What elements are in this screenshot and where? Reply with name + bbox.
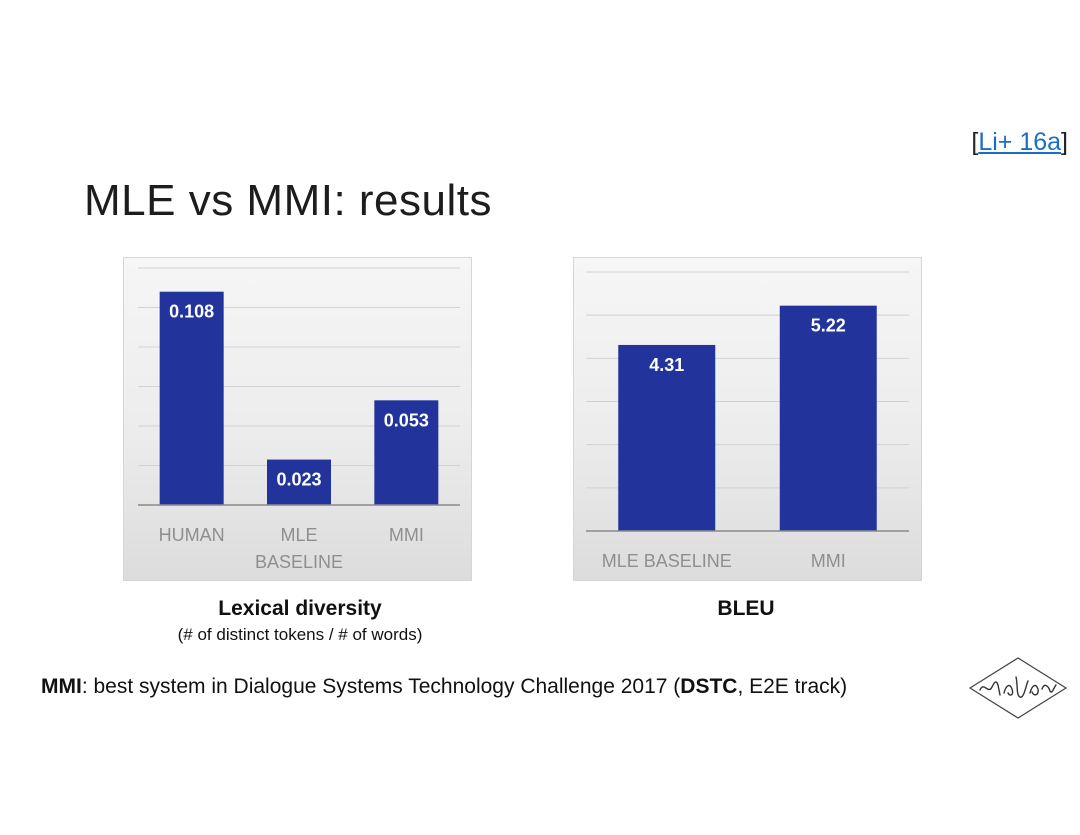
isca-logo-icon <box>966 655 1070 721</box>
bleu-chart: 4.31 MLE BASELINE 5.22 MMI <box>573 257 922 581</box>
footnote: MMI: best system in Dialogue Systems Tec… <box>41 675 847 699</box>
bleu-data-label: 4.31 <box>649 355 684 375</box>
lexical-diversity-tick-label: MMI <box>389 525 424 545</box>
citation: [Li+ 16a] <box>971 128 1068 157</box>
lexical-diversity-caption-title: Lexical diversity <box>218 597 382 620</box>
citation-close-bracket: ] <box>1061 128 1068 156</box>
slide-title: MLE vs MMI: results <box>84 176 492 225</box>
footnote-bold-dstc: DSTC <box>680 675 738 698</box>
lexical-diversity-chart: 0.108 HUMAN 0.023 MLE BASELINE 0.053 MMI <box>123 257 472 581</box>
footnote-text-1: : best system in Dialogue Systems Techno… <box>81 675 681 698</box>
bleu-data-label: 5.22 <box>811 316 846 336</box>
citation-link[interactable]: Li+ 16a <box>978 128 1062 156</box>
lexical-diversity-tick-label: BASELINE <box>255 552 343 572</box>
bleu-bar <box>618 344 716 531</box>
lexical-diversity-caption-subtitle: (# of distinct tokens / # of words) <box>177 625 423 644</box>
bleu-tick-label: MMI <box>811 551 846 571</box>
lexical-diversity-tick-label: HUMAN <box>159 525 225 545</box>
bleu-tick-label: MLE BASELINE <box>602 551 732 571</box>
lexical-diversity-tick-label: MLE <box>280 525 317 545</box>
lexical-diversity-data-label: 0.023 <box>276 470 321 490</box>
lexical-diversity-bar <box>374 400 439 505</box>
bleu-caption: BLEU <box>646 597 846 621</box>
bleu-caption-title: BLEU <box>717 597 775 620</box>
citation-open-bracket: [ <box>971 128 979 156</box>
lexical-diversity-data-label: 0.053 <box>384 410 429 430</box>
lexical-diversity-caption: Lexical diversity (# of distinct tokens … <box>100 597 500 645</box>
footnote-bold-mmi: MMI <box>41 675 82 698</box>
lexical-diversity-svg: 0.108 HUMAN 0.023 MLE BASELINE 0.053 MMI <box>138 267 460 572</box>
lexical-diversity-bar <box>267 459 331 505</box>
lexical-diversity-bar <box>159 291 224 505</box>
bleu-svg: 4.31 MLE BASELINE 5.22 MMI <box>586 271 909 571</box>
footnote-text-2: , E2E track) <box>737 675 848 698</box>
lexical-diversity-data-label: 0.108 <box>169 302 214 322</box>
bleu-bar <box>779 305 877 531</box>
